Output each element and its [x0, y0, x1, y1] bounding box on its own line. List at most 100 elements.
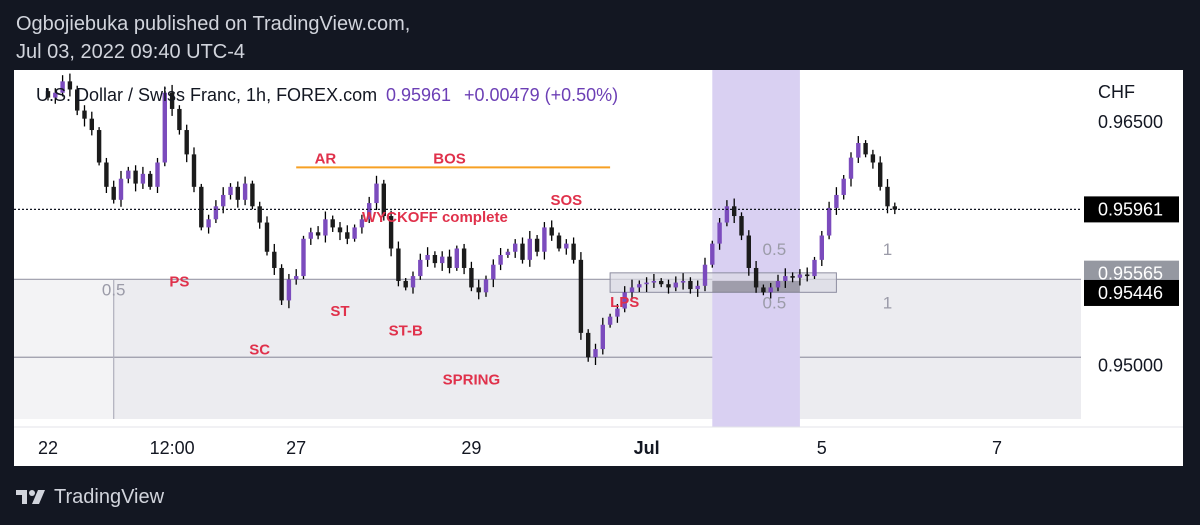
candle-body [257, 206, 262, 223]
candle-body [301, 238, 306, 277]
candle-body [96, 130, 102, 163]
candle-body [819, 235, 824, 260]
candle-body [242, 183, 248, 200]
candle-body [856, 143, 861, 158]
candle-body [600, 324, 605, 350]
tradingview-logo[interactable]: TradingView [16, 485, 164, 509]
price-tag [1084, 279, 1179, 306]
publisher-line: Ogbojiebuka published on TradingView.com… [16, 13, 411, 35]
candle-body [264, 222, 270, 252]
candle-body [739, 216, 744, 236]
candle-body [593, 349, 598, 358]
candle-body [659, 280, 664, 285]
chart-panel[interactable]: AR BOS WYCKOFF complete SOS PS ST ST-B SC LPS SPR… [14, 70, 1183, 466]
candle-body [359, 219, 365, 228]
wyckoff-label: LPS [610, 294, 639, 311]
candle-body [461, 248, 467, 268]
y-tick-label: 0.96500 [1098, 112, 1163, 132]
candle-body [622, 292, 627, 309]
candle-body [396, 248, 401, 281]
fib-level-label: 1 [883, 294, 892, 313]
candle-body [878, 162, 883, 187]
candle-body [834, 194, 839, 208]
tradingview-logo-icon [16, 490, 45, 504]
candle-body [272, 251, 277, 268]
x-tick-label: 5 [817, 438, 827, 458]
candle-body [520, 243, 525, 260]
candle-body [680, 280, 686, 283]
candle-body [469, 267, 474, 288]
wyckoff-label: WYCKOFF complete [362, 209, 508, 226]
price-tag [1084, 196, 1179, 223]
candle-body [673, 282, 678, 288]
candle-body [841, 178, 846, 195]
candle-body [571, 243, 576, 260]
candle-body [513, 243, 518, 252]
candle-body [323, 219, 328, 236]
candle-body [702, 264, 708, 286]
candle-body [286, 279, 292, 301]
candle-body [410, 276, 416, 288]
candle-body [228, 186, 233, 195]
candle-body [724, 206, 730, 223]
fib-box-left [14, 279, 114, 419]
candle-body [140, 173, 146, 184]
wyckoff-label: SOS [550, 192, 582, 209]
price-change: +0.00479 (+0.50%) [464, 85, 618, 105]
candle-body [753, 267, 759, 288]
wyckoff-label: ST-B [389, 322, 423, 339]
candle-body [111, 186, 116, 200]
candle-body [586, 332, 591, 358]
fib-level-label: 0.5 [763, 294, 787, 313]
candle-body [330, 219, 335, 228]
candle-body [418, 259, 423, 277]
candle-body [432, 254, 438, 264]
candle-body [695, 285, 700, 290]
candle-body [75, 89, 80, 111]
candle-body [337, 227, 343, 233]
candle-body [644, 282, 649, 285]
x-tick-label: 29 [461, 438, 481, 458]
candle-body [53, 92, 58, 98]
candle-body [491, 264, 496, 280]
price-tag-label: 0.95565 [1098, 264, 1163, 284]
candle-body [352, 227, 357, 239]
candle-body [607, 316, 613, 325]
candle-body [812, 259, 817, 277]
candle-body [374, 183, 379, 204]
candle-body [118, 178, 124, 200]
x-tick-label: Jul [634, 438, 660, 458]
wyckoff-label: ST [330, 303, 349, 320]
candle-body [199, 186, 204, 228]
candle-body [89, 118, 94, 131]
candle-body [279, 267, 284, 301]
wyckoff-label: SC [249, 341, 270, 358]
candle-body [221, 194, 226, 207]
wyckoff-label: BOS [433, 150, 466, 167]
x-tick-label: 7 [992, 438, 1002, 458]
candle-body [892, 206, 897, 210]
candle-body [863, 143, 868, 155]
candle-body [483, 279, 489, 293]
candle-body [148, 173, 153, 187]
candle-body [184, 130, 189, 155]
candle-body [651, 280, 657, 283]
candle-body [177, 108, 182, 131]
candle-body [213, 206, 219, 220]
candle-body [388, 216, 394, 249]
fib-box-zone [14, 279, 1081, 419]
candle-body [629, 287, 635, 293]
date-range-highlight [712, 70, 800, 427]
candle-body [133, 170, 138, 184]
price-chart[interactable]: AR BOS WYCKOFF complete SOS PS ST ST-B SC LPS SPR… [14, 70, 1183, 466]
candle-body [790, 276, 795, 278]
candle-body [761, 287, 766, 293]
candle-body [805, 274, 810, 277]
candle-body [345, 232, 350, 239]
publish-date: Jul 03, 2022 09:40 UTC-4 [16, 41, 246, 63]
candle-body [870, 154, 876, 163]
fib-level-label: 0.5 [102, 281, 126, 300]
candle-body [564, 243, 569, 249]
candle-body [162, 92, 167, 163]
price-tag-label: 0.95961 [1098, 199, 1163, 219]
